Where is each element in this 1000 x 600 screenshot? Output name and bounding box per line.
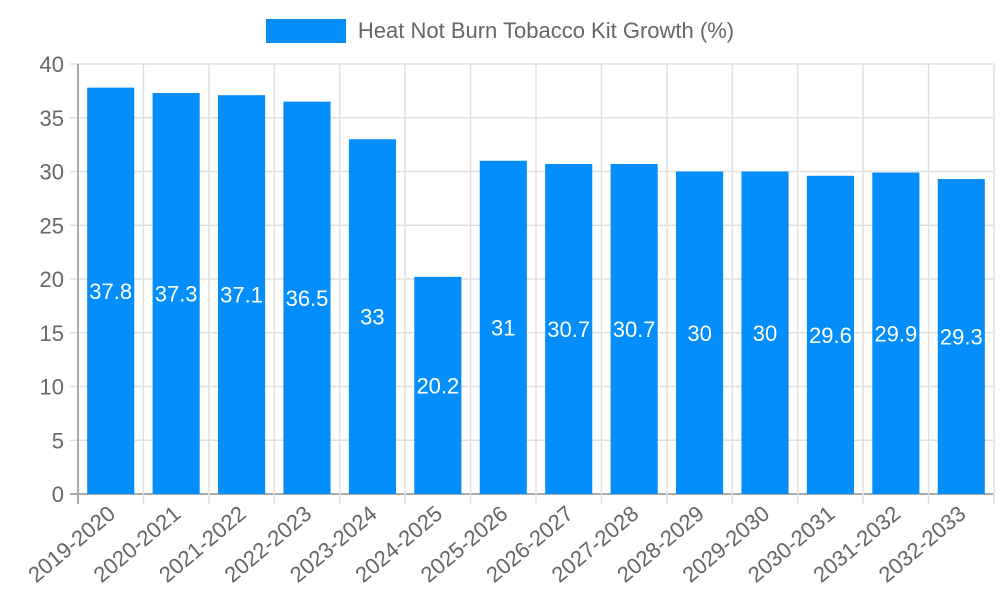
chart-legend: Heat Not Burn Tobacco Kit Growth (%) [0,18,1000,44]
bar[interactable] [218,95,266,495]
bar[interactable] [937,179,985,494]
bar-value-label: 37.1 [220,283,263,308]
bar-value-label: 29.6 [809,323,852,348]
bar[interactable] [283,101,331,494]
bar-value-label: 37.8 [89,279,132,304]
bar[interactable] [152,93,200,495]
bar[interactable] [479,160,527,494]
bar-value-label: 37.3 [155,282,198,307]
bar-value-label: 29.9 [874,321,917,346]
y-tick-label: 20 [40,267,64,292]
bar[interactable] [741,171,789,495]
bar-value-label: 30.7 [547,317,590,342]
y-tick-label: 10 [40,375,64,400]
legend-label: Heat Not Burn Tobacco Kit Growth (%) [357,18,735,43]
bars: 37.8 37.3 37.1 36.5 33 20.2 31 30.7 30.7 30 30 29.6… [87,87,985,495]
bar-value-label: 30 [687,321,711,346]
y-tick-label: 30 [40,160,64,185]
y-tick-label: 25 [40,213,64,238]
bar[interactable] [806,175,854,495]
y-tick-label: 35 [40,106,64,131]
bar-value-label: 36.5 [286,286,329,311]
y-tick-label: 40 [40,52,64,77]
bar-value-label: 33 [360,305,384,330]
y-tick-label: 0 [52,482,64,507]
bar-value-label: 20.2 [416,373,459,398]
bar[interactable] [676,171,724,495]
bar-value-label: 30 [753,321,777,346]
bar-value-label: 31 [491,315,515,340]
bar[interactable] [610,163,658,494]
y-tick-label: 15 [40,321,64,346]
bar-value-label: 29.3 [940,325,983,350]
bar[interactable] [348,139,396,494]
bar[interactable] [414,276,462,494]
bar[interactable] [87,87,135,495]
bar[interactable] [872,172,920,494]
y-tick-label: 5 [52,428,64,453]
bar[interactable] [545,163,593,494]
legend-swatch[interactable] [265,19,346,43]
grid-lines [70,63,995,504]
bar-value-label: 30.7 [613,317,656,342]
